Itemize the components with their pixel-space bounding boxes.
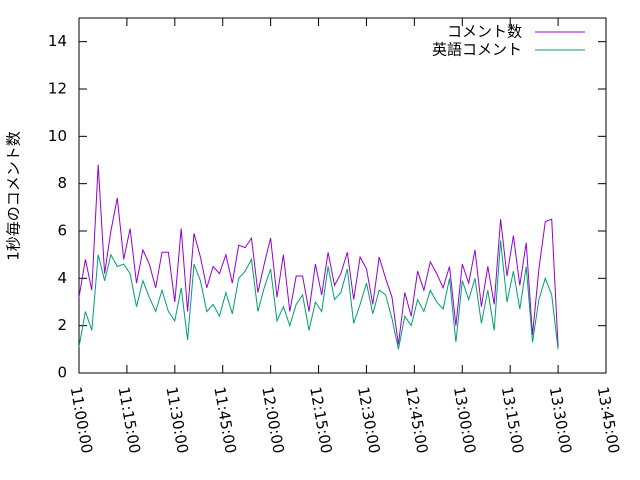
x-tick-label: 12:15:00 bbox=[306, 385, 335, 454]
x-tick-label: 13:00:00 bbox=[450, 385, 479, 454]
series-line bbox=[78, 164, 559, 348]
x-tick-label: 11:45:00 bbox=[210, 385, 239, 454]
y-tick-label: 12 bbox=[48, 80, 67, 98]
series-line bbox=[78, 240, 559, 350]
x-tick-label: 11:00:00 bbox=[67, 385, 96, 454]
y-axis-label: 1秒毎のコメント数 bbox=[5, 131, 23, 261]
legend-label: 英語コメント bbox=[432, 41, 522, 59]
y-tick-label: 4 bbox=[57, 269, 67, 287]
y-tick-label: 6 bbox=[57, 222, 67, 240]
x-tick-label: 13:15:00 bbox=[498, 385, 527, 454]
y-tick-label: 14 bbox=[48, 32, 67, 50]
plot-border bbox=[78, 17, 607, 374]
x-tick-label: 11:30:00 bbox=[162, 385, 191, 454]
x-tick-label: 11:15:00 bbox=[115, 385, 144, 454]
y-tick-label: 10 bbox=[48, 127, 67, 145]
legend-label: コメント数 bbox=[447, 23, 522, 41]
y-tick-label: 2 bbox=[57, 316, 67, 334]
y-tick-label: 8 bbox=[57, 174, 67, 192]
x-tick-label: 13:30:00 bbox=[546, 385, 575, 454]
x-tick-label: 13:45:00 bbox=[594, 385, 623, 454]
y-tick-label: 0 bbox=[57, 364, 67, 382]
x-tick-label: 12:00:00 bbox=[258, 385, 287, 454]
x-tick-label: 12:30:00 bbox=[354, 385, 383, 454]
x-tick-label: 12:45:00 bbox=[402, 385, 431, 454]
